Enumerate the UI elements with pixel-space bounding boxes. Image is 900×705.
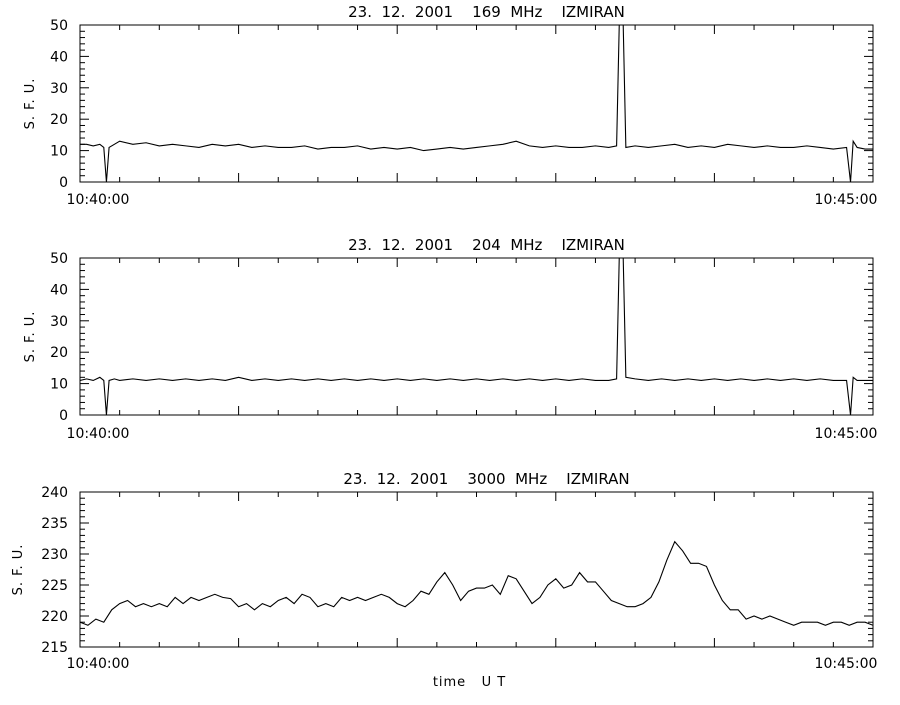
y-tick-label: 50 bbox=[50, 18, 68, 34]
y-tick-label: 50 bbox=[50, 251, 68, 267]
plot-frame bbox=[79, 24, 874, 183]
series-line-1 bbox=[80, 24, 873, 183]
y-tick-label: 225 bbox=[41, 578, 68, 594]
y-axis-label: S. F. U. bbox=[11, 544, 26, 596]
x-tick-label-start: 10:40:00 bbox=[67, 192, 130, 208]
chart-panel-3: 23. 12. 2001 3000 MHz IZMIRAN 215 220 225 23… bbox=[11, 470, 877, 690]
series-line-1 bbox=[80, 540, 873, 626]
y-tick-label: 220 bbox=[41, 609, 68, 625]
x-tick-label-end: 10:45:00 bbox=[815, 192, 878, 208]
chart-panel-1: 23. 12. 2001 169 MHz IZMIRAN 0 10 20 30 40 50 1… bbox=[23, 3, 877, 208]
x-tick-label-start: 10:40:00 bbox=[67, 426, 130, 442]
plot-frame bbox=[79, 491, 874, 648]
chart-title: 23. 12. 2001 204 MHz IZMIRAN bbox=[348, 236, 625, 254]
chart-title: 23. 12. 2001 169 MHz IZMIRAN bbox=[348, 3, 625, 21]
y-tick-label: 0 bbox=[59, 408, 68, 424]
x-tick-label-end: 10:45:00 bbox=[815, 656, 878, 672]
y-tick-label: 30 bbox=[50, 314, 68, 330]
y-tick-label: 235 bbox=[41, 516, 68, 532]
y-axis-label: S. F. U. bbox=[23, 78, 38, 130]
y-tick-label: 40 bbox=[50, 282, 68, 298]
y-tick-label: 0 bbox=[59, 175, 68, 191]
series-line-1 bbox=[80, 257, 873, 416]
y-tick-label: 230 bbox=[41, 547, 68, 563]
y-tick-label: 10 bbox=[50, 144, 68, 160]
plot-frame bbox=[79, 257, 874, 416]
y-tick-label: 20 bbox=[50, 345, 68, 361]
y-tick-label: 20 bbox=[50, 112, 68, 128]
y-tick-label: 40 bbox=[50, 49, 68, 65]
x-axis-label: time U T bbox=[433, 675, 506, 690]
x-tick-label-end: 10:45:00 bbox=[815, 426, 878, 442]
y-axis-label: S. F. U. bbox=[23, 311, 38, 363]
chart-panel-2: 23. 12. 2001 204 MHz IZMIRAN 0 10 20 30 40 50 1… bbox=[23, 236, 877, 442]
y-tick-label: 10 bbox=[50, 377, 68, 393]
chart-title: 23. 12. 2001 3000 MHz IZMIRAN bbox=[343, 470, 629, 488]
y-tick-label: 215 bbox=[41, 640, 68, 656]
x-tick-label-start: 10:40:00 bbox=[67, 656, 130, 672]
y-tick-label: 240 bbox=[41, 485, 68, 501]
y-tick-label: 30 bbox=[50, 81, 68, 97]
